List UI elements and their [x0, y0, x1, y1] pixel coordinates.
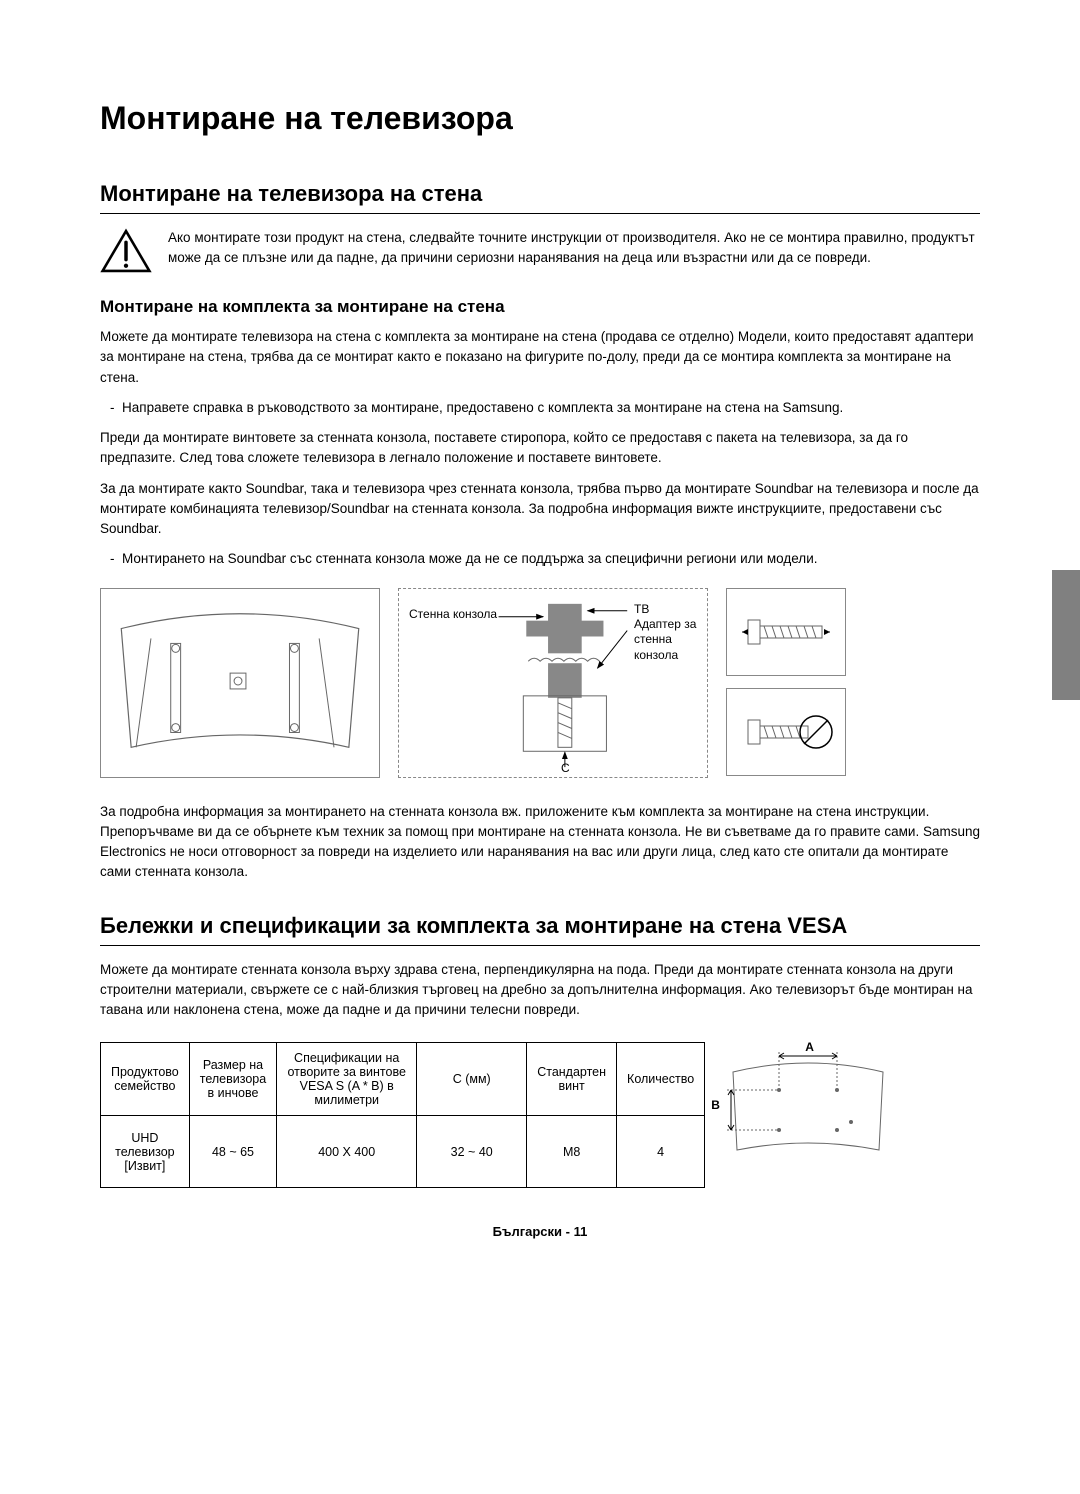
diagram-label-b: B	[711, 1098, 720, 1114]
table-row: UHD телевизор [Извит] 48 ~ 65 400 X 400 …	[101, 1116, 705, 1188]
table-header: Размер на телевизора в инчове	[189, 1043, 276, 1116]
table-wrap: Продуктово семейство Размер на телевизор…	[100, 1030, 980, 1188]
diagram-screws	[726, 588, 846, 776]
diagram-screw-no	[726, 688, 846, 776]
body-text: Преди да монтирате винтовете за стенната…	[100, 428, 980, 469]
section-wall-mount: Монтиране на телевизора на стена Ако мон…	[100, 181, 980, 883]
page-footer: Български - 11	[100, 1224, 980, 1239]
table-cell: 400 X 400	[277, 1116, 417, 1188]
diagram-label: Стенна конзола	[409, 607, 497, 623]
body-text: За да монтирате както Soundbar, така и т…	[100, 479, 980, 540]
diagram-screw-ok	[726, 588, 846, 676]
body-text: Можете да монтирате телевизора на стена …	[100, 327, 980, 388]
table-cell: 4	[617, 1116, 705, 1188]
warning-icon	[100, 228, 152, 279]
warning-text: Ако монтирате този продукт на стена, сле…	[168, 228, 980, 269]
diagram-vesa-ab: A B	[723, 1042, 893, 1162]
body-text: За подробна информация за монтирането на…	[100, 802, 980, 883]
bullet-item: Монтирането на Soundbar със стенната кон…	[100, 549, 980, 569]
diagram-row: Стенна конзола ТВ Адаптер за стенна конз…	[100, 588, 980, 778]
table-cell: 48 ~ 65	[189, 1116, 276, 1188]
table-header: Стандартен винт	[527, 1043, 617, 1116]
table-cell: UHD телевизор [Извит]	[101, 1116, 190, 1188]
diagram-label: Адаптер за стенна конзола	[634, 617, 700, 664]
table-cell: 32 ~ 40	[417, 1116, 527, 1188]
bullet-item: Направете справка в ръководството за мон…	[100, 398, 980, 418]
table-header: C (мм)	[417, 1043, 527, 1116]
diagram-label-a: A	[805, 1040, 814, 1056]
section-vesa: Бележки и спецификации за комплекта за м…	[100, 913, 980, 1189]
table-header: Продуктово семейство	[101, 1043, 190, 1116]
diagram-label: C	[561, 761, 570, 777]
page-side-tab	[1052, 570, 1080, 700]
section-heading: Бележки и спецификации за комплекта за м…	[100, 913, 980, 946]
diagram-tv-mount	[100, 588, 380, 778]
table-header: Спецификации на отворите за винтове VESA…	[277, 1043, 417, 1116]
subsection-heading: Монтиране на комплекта за монтиране на с…	[100, 297, 980, 317]
section-heading: Монтиране на телевизора на стена	[100, 181, 980, 214]
diagram-label: ТВ	[634, 602, 649, 618]
table-header: Количество	[617, 1043, 705, 1116]
page-title: Монтиране на телевизора	[100, 100, 980, 137]
diagram-bracket-detail: Стенна конзола ТВ Адаптер за стенна конз…	[398, 588, 708, 778]
warning-block: Ако монтирате този продукт на стена, сле…	[100, 228, 980, 279]
vesa-spec-table: Продуктово семейство Размер на телевизор…	[100, 1042, 705, 1188]
body-text: Можете да монтирате стенната конзола вър…	[100, 960, 980, 1021]
table-cell: M8	[527, 1116, 617, 1188]
